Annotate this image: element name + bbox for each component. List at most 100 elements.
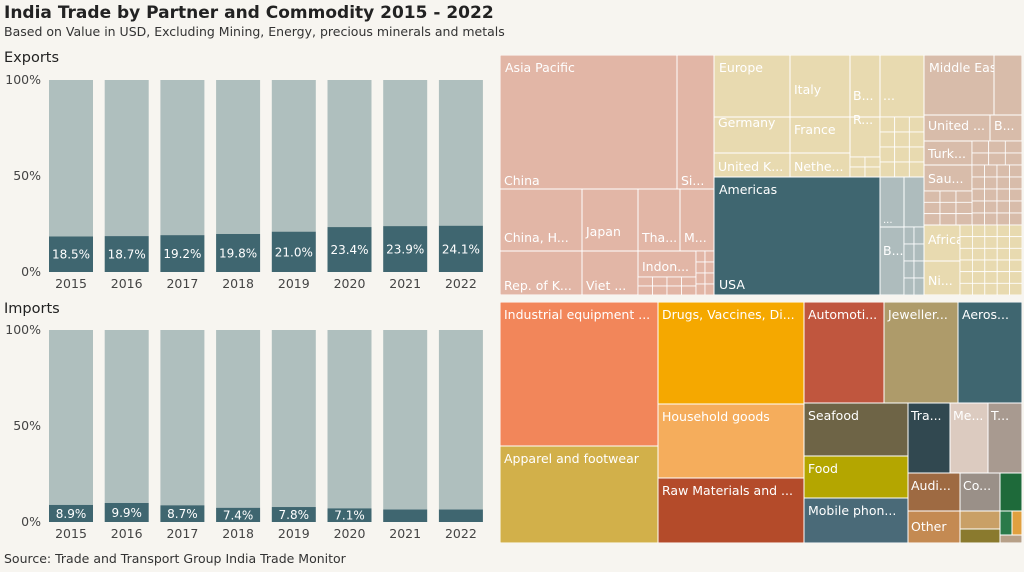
exports-xtick-2016: 2016 (111, 276, 143, 291)
me-minor-cell (988, 140, 1006, 154)
treemap-cell-me-b-label: B... (994, 118, 1015, 133)
treemap-cell-turkey (923, 140, 973, 166)
imports-xtick-2017: 2017 (166, 526, 198, 541)
page-subtitle: Based on Value in USD, Excluding Mining,… (4, 24, 505, 39)
imports-bar-2018 (216, 507, 261, 522)
ap-minor-cell (704, 250, 715, 263)
exports-xtick-2017: 2017 (166, 276, 198, 291)
commodity-cell-industrial-equipment-label: Industrial equipment ... (504, 307, 650, 322)
treemap-cell-rep-korea (500, 250, 583, 295)
exports-ytick-0: 0% (21, 264, 41, 279)
commodity-cell-other-label: Other (911, 519, 947, 534)
exports-bar-2019 (271, 231, 316, 272)
commodity-cell-apparel-and-footwear-label: Apparel and footwear (504, 451, 640, 466)
imports-bar-2019 (271, 507, 316, 522)
am-minor-cell (903, 243, 915, 262)
treemap-cell-brazil-label: B... (883, 243, 904, 258)
me-minor-cell (996, 212, 1010, 226)
commodity-cell-minor (999, 472, 1022, 512)
imports-value-label-2020: 7.1% (334, 509, 365, 523)
treemap-cell-eu-r-label: R... (853, 112, 873, 127)
imports-xtick-2021: 2021 (389, 526, 421, 541)
commodity-cell-minor (999, 510, 1013, 536)
ap-minor-cell (666, 276, 682, 287)
af-minor-cell (1009, 282, 1022, 295)
exports-bar-2015 (49, 236, 93, 272)
af-minor-cell (971, 224, 986, 238)
partners-treemap: China Si... Asia Pacific China, H... Japan Th… (500, 55, 1022, 295)
commodity-cell-t (987, 402, 1022, 474)
exports-bar-chart: 100% 50% 0% 18.5% 2015 18.7% 2016 19.2% 2017 19.8… (5, 72, 483, 291)
eu-minor-cell (908, 161, 925, 178)
imports-value-label-2016: 9.9% (111, 506, 142, 520)
commodity-cell-raw-materials-and (657, 477, 805, 543)
treemap-cell-japan (581, 188, 639, 252)
af-minor-cell (984, 224, 998, 238)
commodity-cell-household-goods-label: Household goods (662, 409, 770, 424)
af-minor-cell (959, 259, 973, 273)
treemap-cell-china-label: China (504, 173, 540, 188)
af-minor-cell (971, 247, 986, 261)
treemap-cell-eu-b-label: B... (853, 88, 874, 103)
imports-bar-rest-2022 (438, 330, 483, 510)
treemap-cell-am-dots-label: ... (883, 215, 893, 226)
me-minor-cell (984, 164, 998, 178)
af-minor-cell (959, 271, 973, 284)
commodity-cell-seafood (803, 402, 909, 457)
exports-xtick-2019: 2019 (278, 276, 310, 291)
af-minor-cell (984, 236, 998, 249)
me-minor-cell (939, 201, 957, 215)
imports-ytick-50: 50% (13, 418, 41, 433)
commodity-cell-household-goods (657, 403, 805, 479)
eu-minor-cell (879, 161, 896, 178)
imports-value-label-2019: 7.8% (279, 508, 310, 522)
imports-xtick-2019: 2019 (278, 526, 310, 541)
am-minor-cell (903, 226, 915, 245)
treemap-cell-si (676, 55, 715, 190)
exports-bar-rest-2022 (438, 80, 483, 226)
treemap-cell-thailand-label: Tha... (641, 230, 677, 245)
treemap-cell-eu-dots (879, 55, 925, 118)
commodity-cell-other (907, 510, 961, 543)
treemap-cell-nigeria-label: Ni... (928, 273, 953, 288)
commodity-cell-tra-label: Tra... (910, 408, 942, 423)
commodity-cell-mobile-phon (803, 497, 909, 543)
eu-minor-cell (849, 156, 866, 168)
ap-minor-cell (704, 272, 715, 285)
me-minor-cell (1009, 188, 1022, 202)
treemap-cell-united-k (713, 152, 791, 178)
am-minor-cell (913, 243, 925, 262)
af-minor-cell (996, 224, 1011, 238)
exports-bar-rest-2019 (271, 80, 316, 232)
af-minor-cell (984, 247, 998, 261)
exports-ytick-100: 100% (5, 72, 41, 87)
treemap-cell-m-label: M... (684, 230, 707, 245)
treemap-cell-germany-label: Germany (718, 115, 776, 130)
me-minor-cell (971, 212, 985, 226)
exports-value-label-2022: 24.1% (442, 242, 480, 256)
imports-ytick-0: 0% (21, 514, 41, 529)
imports-xtick-2016: 2016 (111, 526, 143, 541)
exports-value-label-2016: 18.7% (108, 248, 146, 262)
commodity-cell-minor (959, 528, 1001, 543)
treemap-cell-usa-label: USA (719, 277, 745, 292)
commodity-cell-me-label: Me... (953, 408, 983, 423)
exports-value-label-2018: 19.8% (219, 246, 257, 260)
exports-value-label-2020: 23.4% (330, 243, 368, 257)
imports-xtick-2018: 2018 (222, 526, 254, 541)
eu-minor-cell (879, 131, 896, 148)
me-minor-cell (971, 152, 990, 166)
am-minor-cell (913, 277, 925, 295)
imports-bar-2017 (160, 505, 205, 522)
me-minor-cell (971, 176, 985, 190)
page-title: India Trade by Partner and Commodity 201… (4, 3, 494, 23)
commodity-cell-aeros (957, 302, 1022, 404)
commodity-cell-mobile-phon-label: Mobile phon... (808, 503, 896, 518)
commodity-cell-co-label: Co... (963, 478, 991, 493)
exports-xtick-2021: 2021 (389, 276, 421, 291)
imports-bar-2015 (49, 504, 93, 522)
exports-bar-2016 (104, 236, 149, 272)
imports-label: Imports (4, 301, 60, 317)
commodity-cell-drugs-vaccines-di (657, 302, 805, 405)
exports-bar-rest-2016 (104, 80, 149, 237)
